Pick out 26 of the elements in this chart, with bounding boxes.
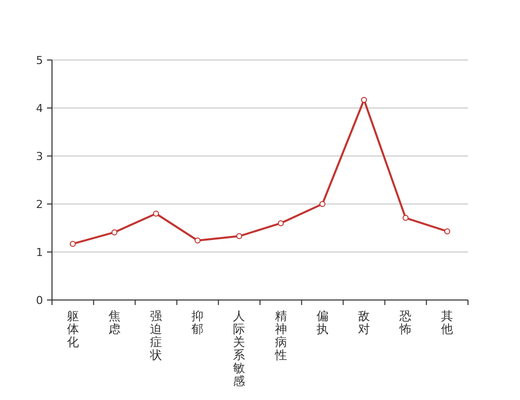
point xyxy=(194,237,201,244)
point xyxy=(153,210,159,217)
y-tick-label: 5 xyxy=(36,54,43,67)
y-tick-label: 4 xyxy=(36,102,43,115)
x-tick-label: 恐怖 xyxy=(398,309,412,336)
y-tick-label: 1 xyxy=(36,246,43,259)
x-tick-label: 精神病性 xyxy=(274,309,287,362)
point xyxy=(278,220,284,226)
point xyxy=(402,214,409,221)
y-tick-label: 2 xyxy=(36,198,43,211)
x-tick-label: 人际关系敏感 xyxy=(233,309,246,388)
y-tick-label: 0 xyxy=(36,294,43,307)
x-tick-label: 其他 xyxy=(441,309,454,336)
point xyxy=(70,240,76,247)
y-tick-label: 3 xyxy=(36,150,43,163)
point xyxy=(361,96,367,103)
x-tick-label: 敌对 xyxy=(358,309,370,336)
point xyxy=(319,201,326,207)
x-tick-label: 强迫症状 xyxy=(149,309,162,362)
point xyxy=(444,228,450,234)
x-tick-label: 躯体化 xyxy=(66,309,79,349)
x-tick-label: 焦虑 xyxy=(108,309,120,336)
point xyxy=(236,233,242,240)
x-tick-label: 抑郁 xyxy=(192,309,204,336)
x-tick-label: 偏执 xyxy=(316,309,328,336)
point xyxy=(111,229,118,236)
